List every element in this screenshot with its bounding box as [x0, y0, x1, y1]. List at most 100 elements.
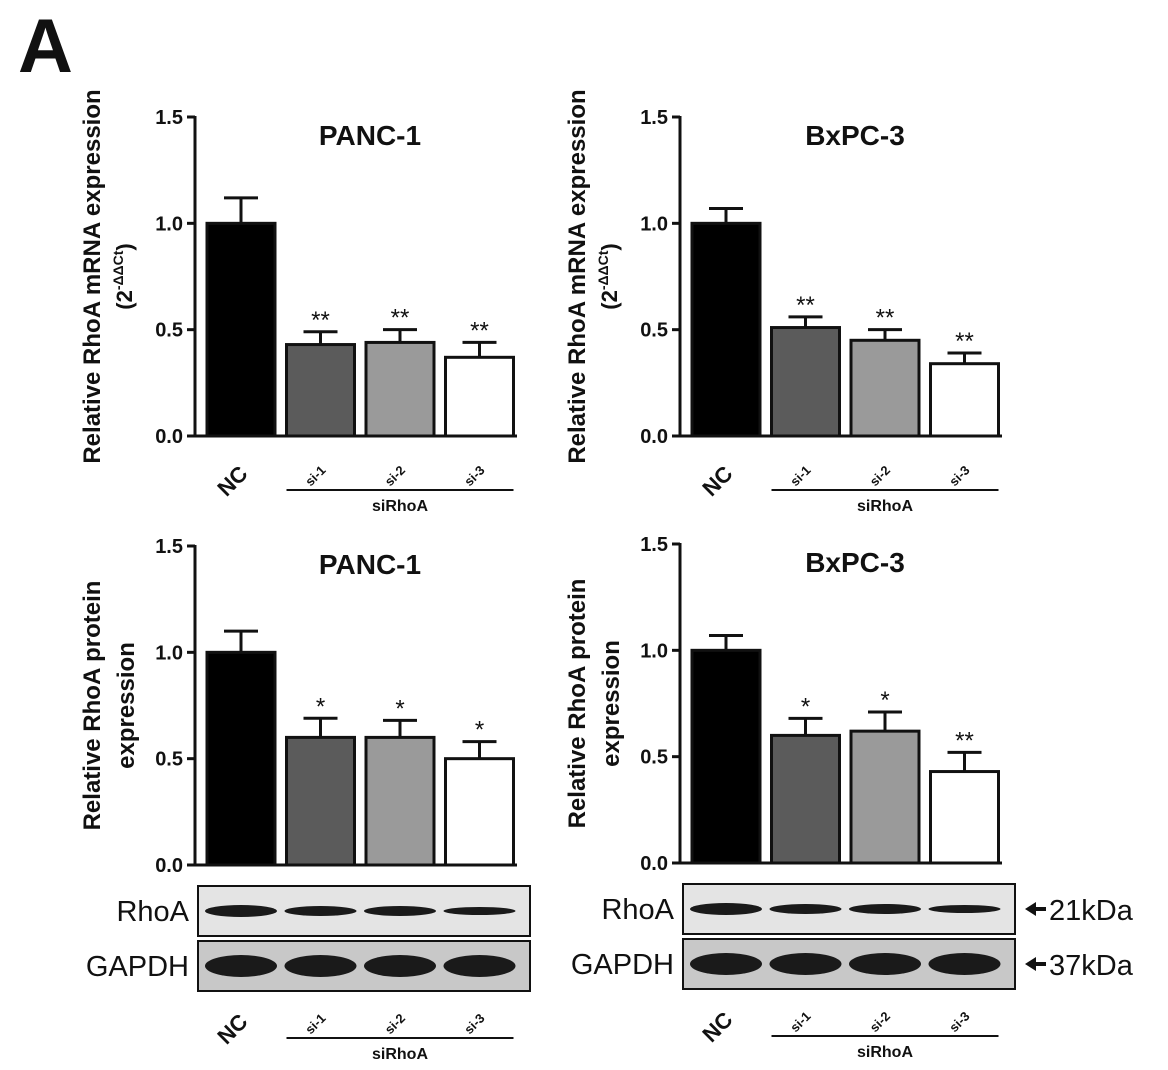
chart: 0.0 0.5 1.0 1.5 BxPC-3 Relative RhoA mRNA exp…: [564, 89, 1002, 515]
y-tick-label: 0.5: [155, 320, 183, 342]
bar: [929, 770, 1000, 865]
bar: [364, 735, 436, 867]
x-tick-label: NC: [697, 461, 737, 501]
unit-base: (2: [112, 290, 137, 310]
x-tick-label: si-1: [302, 463, 328, 489]
band-arrow: [1025, 902, 1046, 916]
blot-band: [443, 907, 516, 915]
y-tick-label: 0.0: [155, 855, 183, 877]
blot-label: GAPDH: [86, 951, 189, 983]
y-axis-label: expression: [113, 642, 140, 769]
bar: [770, 733, 841, 865]
x-tick-label: si-2: [382, 463, 408, 489]
band-arrow: [1025, 957, 1046, 971]
unit-exponent: -ΔΔCt: [595, 250, 611, 290]
x-tick-label: NC: [212, 1009, 252, 1049]
bar: [849, 338, 921, 438]
y-tick-label: 1.0: [155, 642, 183, 664]
y-axis-label: Relative RhoA mRNA expression: [79, 89, 106, 463]
significance: **: [955, 328, 974, 355]
chart-title: BxPC-3: [805, 547, 905, 578]
y-tick-label: 0.5: [640, 320, 668, 342]
blot-band: [928, 953, 1001, 975]
x-tick-label: si-3: [946, 1009, 972, 1035]
y-tick-label: 0.5: [640, 747, 668, 769]
y-tick-label: 1.5: [155, 107, 183, 129]
x-tick-label: si-2: [382, 1011, 408, 1037]
y-tick-label: 0.0: [640, 853, 668, 875]
x-tick-label: si-2: [867, 1009, 893, 1035]
significance: *: [880, 687, 889, 714]
bar: [690, 221, 762, 438]
y-axis-label: Relative RhoA protein: [564, 579, 591, 829]
blot-band: [284, 955, 357, 977]
band-size: 37kDa: [1049, 950, 1134, 982]
blot-band: [364, 955, 436, 977]
blot-band: [205, 955, 277, 977]
blot-band: [690, 903, 762, 915]
blot-label: RhoA: [116, 896, 189, 928]
bar: [364, 340, 436, 438]
band-size: 21kDa: [1049, 895, 1134, 927]
blot-band: [849, 953, 921, 975]
blot-band: [769, 904, 842, 914]
bar: [929, 362, 1000, 438]
x-tick-label: si-1: [787, 463, 813, 489]
y-tick-label: 1.0: [640, 640, 668, 662]
x-tick-label: si-1: [302, 1011, 328, 1037]
y-tick-label: 1.5: [640, 107, 668, 129]
y-tick-label: 1.5: [155, 536, 183, 558]
significance: **: [391, 305, 410, 332]
blot-band: [443, 955, 516, 977]
group-label: siRhoA: [372, 1046, 428, 1063]
chart: 0.0 0.5 1.0 1.5 PANC-1 Relative RhoA protein e…: [79, 536, 531, 1063]
blot-band: [849, 904, 921, 914]
group-label: siRhoA: [857, 498, 913, 515]
significance: **: [796, 292, 815, 319]
bar: [849, 729, 921, 865]
group-label: siRhoA: [372, 498, 428, 515]
y-tick-label: 1.5: [640, 534, 668, 556]
significance: *: [801, 693, 810, 720]
significance: *: [316, 693, 325, 720]
blot-band: [769, 953, 842, 975]
significance: **: [470, 317, 489, 344]
bar: [690, 648, 762, 865]
bar: [444, 355, 515, 438]
blot-band: [928, 905, 1001, 913]
chart-title: BxPC-3: [805, 120, 905, 151]
x-tick-label: si-3: [946, 463, 972, 489]
blot-band: [364, 906, 436, 916]
y-axis-unit: (2-ΔΔCt): [110, 243, 137, 309]
x-tick-label: si-1: [787, 1009, 813, 1035]
y-axis-label: Relative RhoA mRNA expression: [564, 89, 591, 463]
chart: 0.0 0.5 1.0 1.5 PANC-1 Relative RhoA mRNA exp…: [79, 89, 517, 515]
y-tick-label: 1.0: [640, 213, 668, 235]
blot-band: [205, 905, 277, 917]
y-axis-label: expression: [598, 640, 625, 767]
group-label: siRhoA: [857, 1044, 913, 1061]
x-tick-label: NC: [697, 1007, 737, 1047]
unit-close: ): [597, 243, 622, 250]
significance: **: [311, 307, 330, 334]
x-tick-label: si-3: [461, 463, 487, 489]
x-tick-label: NC: [212, 461, 252, 501]
panel-label: A: [18, 4, 73, 89]
y-axis-label: Relative RhoA protein: [79, 581, 106, 831]
y-axis-unit: (2-ΔΔCt): [595, 243, 622, 309]
y-tick-label: 0.0: [155, 426, 183, 448]
bar: [285, 735, 356, 867]
significance: **: [876, 305, 895, 332]
blot-band: [284, 906, 357, 916]
unit-close: ): [112, 243, 137, 250]
x-tick-label: si-3: [461, 1011, 487, 1037]
significance: *: [395, 695, 404, 722]
y-tick-label: 0.0: [640, 426, 668, 448]
unit-base: (2: [597, 290, 622, 310]
chart: 0.0 0.5 1.0 1.5 BxPC-3 Relative RhoA protein e…: [564, 534, 1134, 1061]
bar: [770, 326, 841, 438]
significance: *: [475, 717, 484, 744]
y-tick-label: 1.0: [155, 213, 183, 235]
